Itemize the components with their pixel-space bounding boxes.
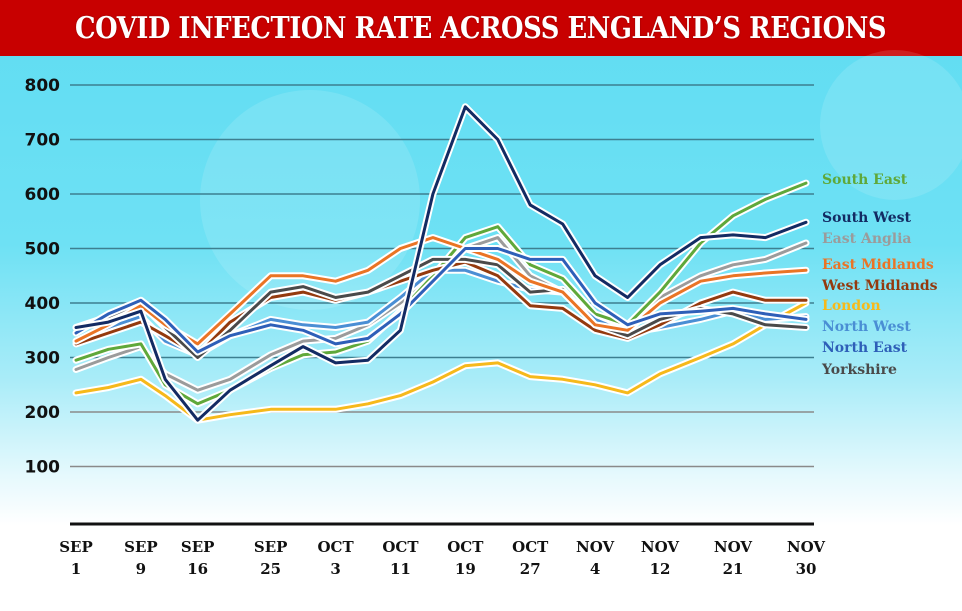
- series-line-north-east: [74, 247, 808, 354]
- series-lines: [72, 103, 810, 424]
- legend-item-east-midlands: East Midlands: [822, 257, 934, 273]
- x-tick-label-month: OCT: [382, 538, 419, 556]
- x-tick-label-day: 16: [187, 560, 208, 578]
- y-tick-label: 500: [25, 240, 61, 260]
- series-outline-east-midlands: [72, 234, 810, 348]
- y-tick-label: 300: [25, 349, 61, 369]
- legend-item-south-west: South West: [822, 210, 912, 226]
- legend-item-north-west: North West: [822, 319, 911, 335]
- legend-item-east-anglia: East Anglia: [822, 231, 912, 247]
- x-tick-label-day: 9: [136, 560, 146, 578]
- legend-item-yorkshire: Yorkshire: [821, 362, 897, 378]
- chart-title: COVID INFECTION RATE ACROSS ENGLAND’S RE…: [75, 10, 887, 46]
- y-tick-label: 100: [25, 458, 61, 478]
- x-tick-label-month: SEP: [59, 538, 93, 556]
- y-tick-label: 200: [25, 403, 61, 423]
- x-tick-label-day: 21: [723, 560, 744, 578]
- y-tick-label: 800: [25, 76, 61, 96]
- x-tick-label-month: OCT: [317, 538, 354, 556]
- x-tick-label-day: 12: [650, 560, 671, 578]
- x-tick-label-day: 1: [71, 560, 81, 578]
- title-banner: COVID INFECTION RATE ACROSS ENGLAND’S RE…: [0, 0, 962, 56]
- y-tick-label: 400: [25, 294, 61, 314]
- legend-item-south-east: South East: [822, 172, 908, 188]
- x-tick-label-month: SEP: [254, 538, 288, 556]
- x-tick-label-day: 30: [796, 560, 817, 578]
- x-axis-ticks: SEP 1 SEP 9 SEP 16 SEP 25 OCT 3 OCT 11 OCT 19 OCT 27 NOV…: [59, 538, 825, 578]
- legend-item-london: London: [822, 298, 881, 314]
- x-tick-label-day: 3: [330, 560, 340, 578]
- legend: South East South West East Anglia East Midl…: [821, 172, 938, 378]
- series-line-south-west: [74, 105, 808, 422]
- x-tick-label-month: OCT: [447, 538, 484, 556]
- x-tick-label-month: NOV: [714, 538, 753, 556]
- virus-background-decoration: [820, 50, 962, 200]
- y-tick-label: 600: [25, 185, 61, 205]
- x-tick-label-day: 19: [455, 560, 476, 578]
- x-tick-label-month: NOV: [641, 538, 680, 556]
- series-line-south-east: [74, 181, 808, 406]
- legend-item-north-east: North East: [822, 340, 908, 356]
- x-tick-label-month: OCT: [512, 538, 549, 556]
- series-line-east-midlands: [74, 236, 808, 346]
- x-tick-label-month: NOV: [576, 538, 615, 556]
- x-tick-label-month: NOV: [787, 538, 826, 556]
- x-tick-label-day: 27: [520, 560, 541, 578]
- x-tick-label-month: SEP: [181, 538, 215, 556]
- y-tick-label: 700: [25, 131, 61, 151]
- virus-background-decoration: [200, 90, 420, 310]
- legend-item-west-midlands: West Midlands: [821, 278, 938, 294]
- y-axis-ticks: 100 200 300 400 500 600 700 800: [25, 76, 61, 478]
- x-tick-label-day: 4: [590, 560, 600, 578]
- x-tick-label-day: 25: [260, 560, 281, 578]
- series-outline-south-east: [72, 179, 810, 408]
- x-tick-label-month: SEP: [124, 538, 158, 556]
- x-tick-label-day: 11: [390, 560, 411, 578]
